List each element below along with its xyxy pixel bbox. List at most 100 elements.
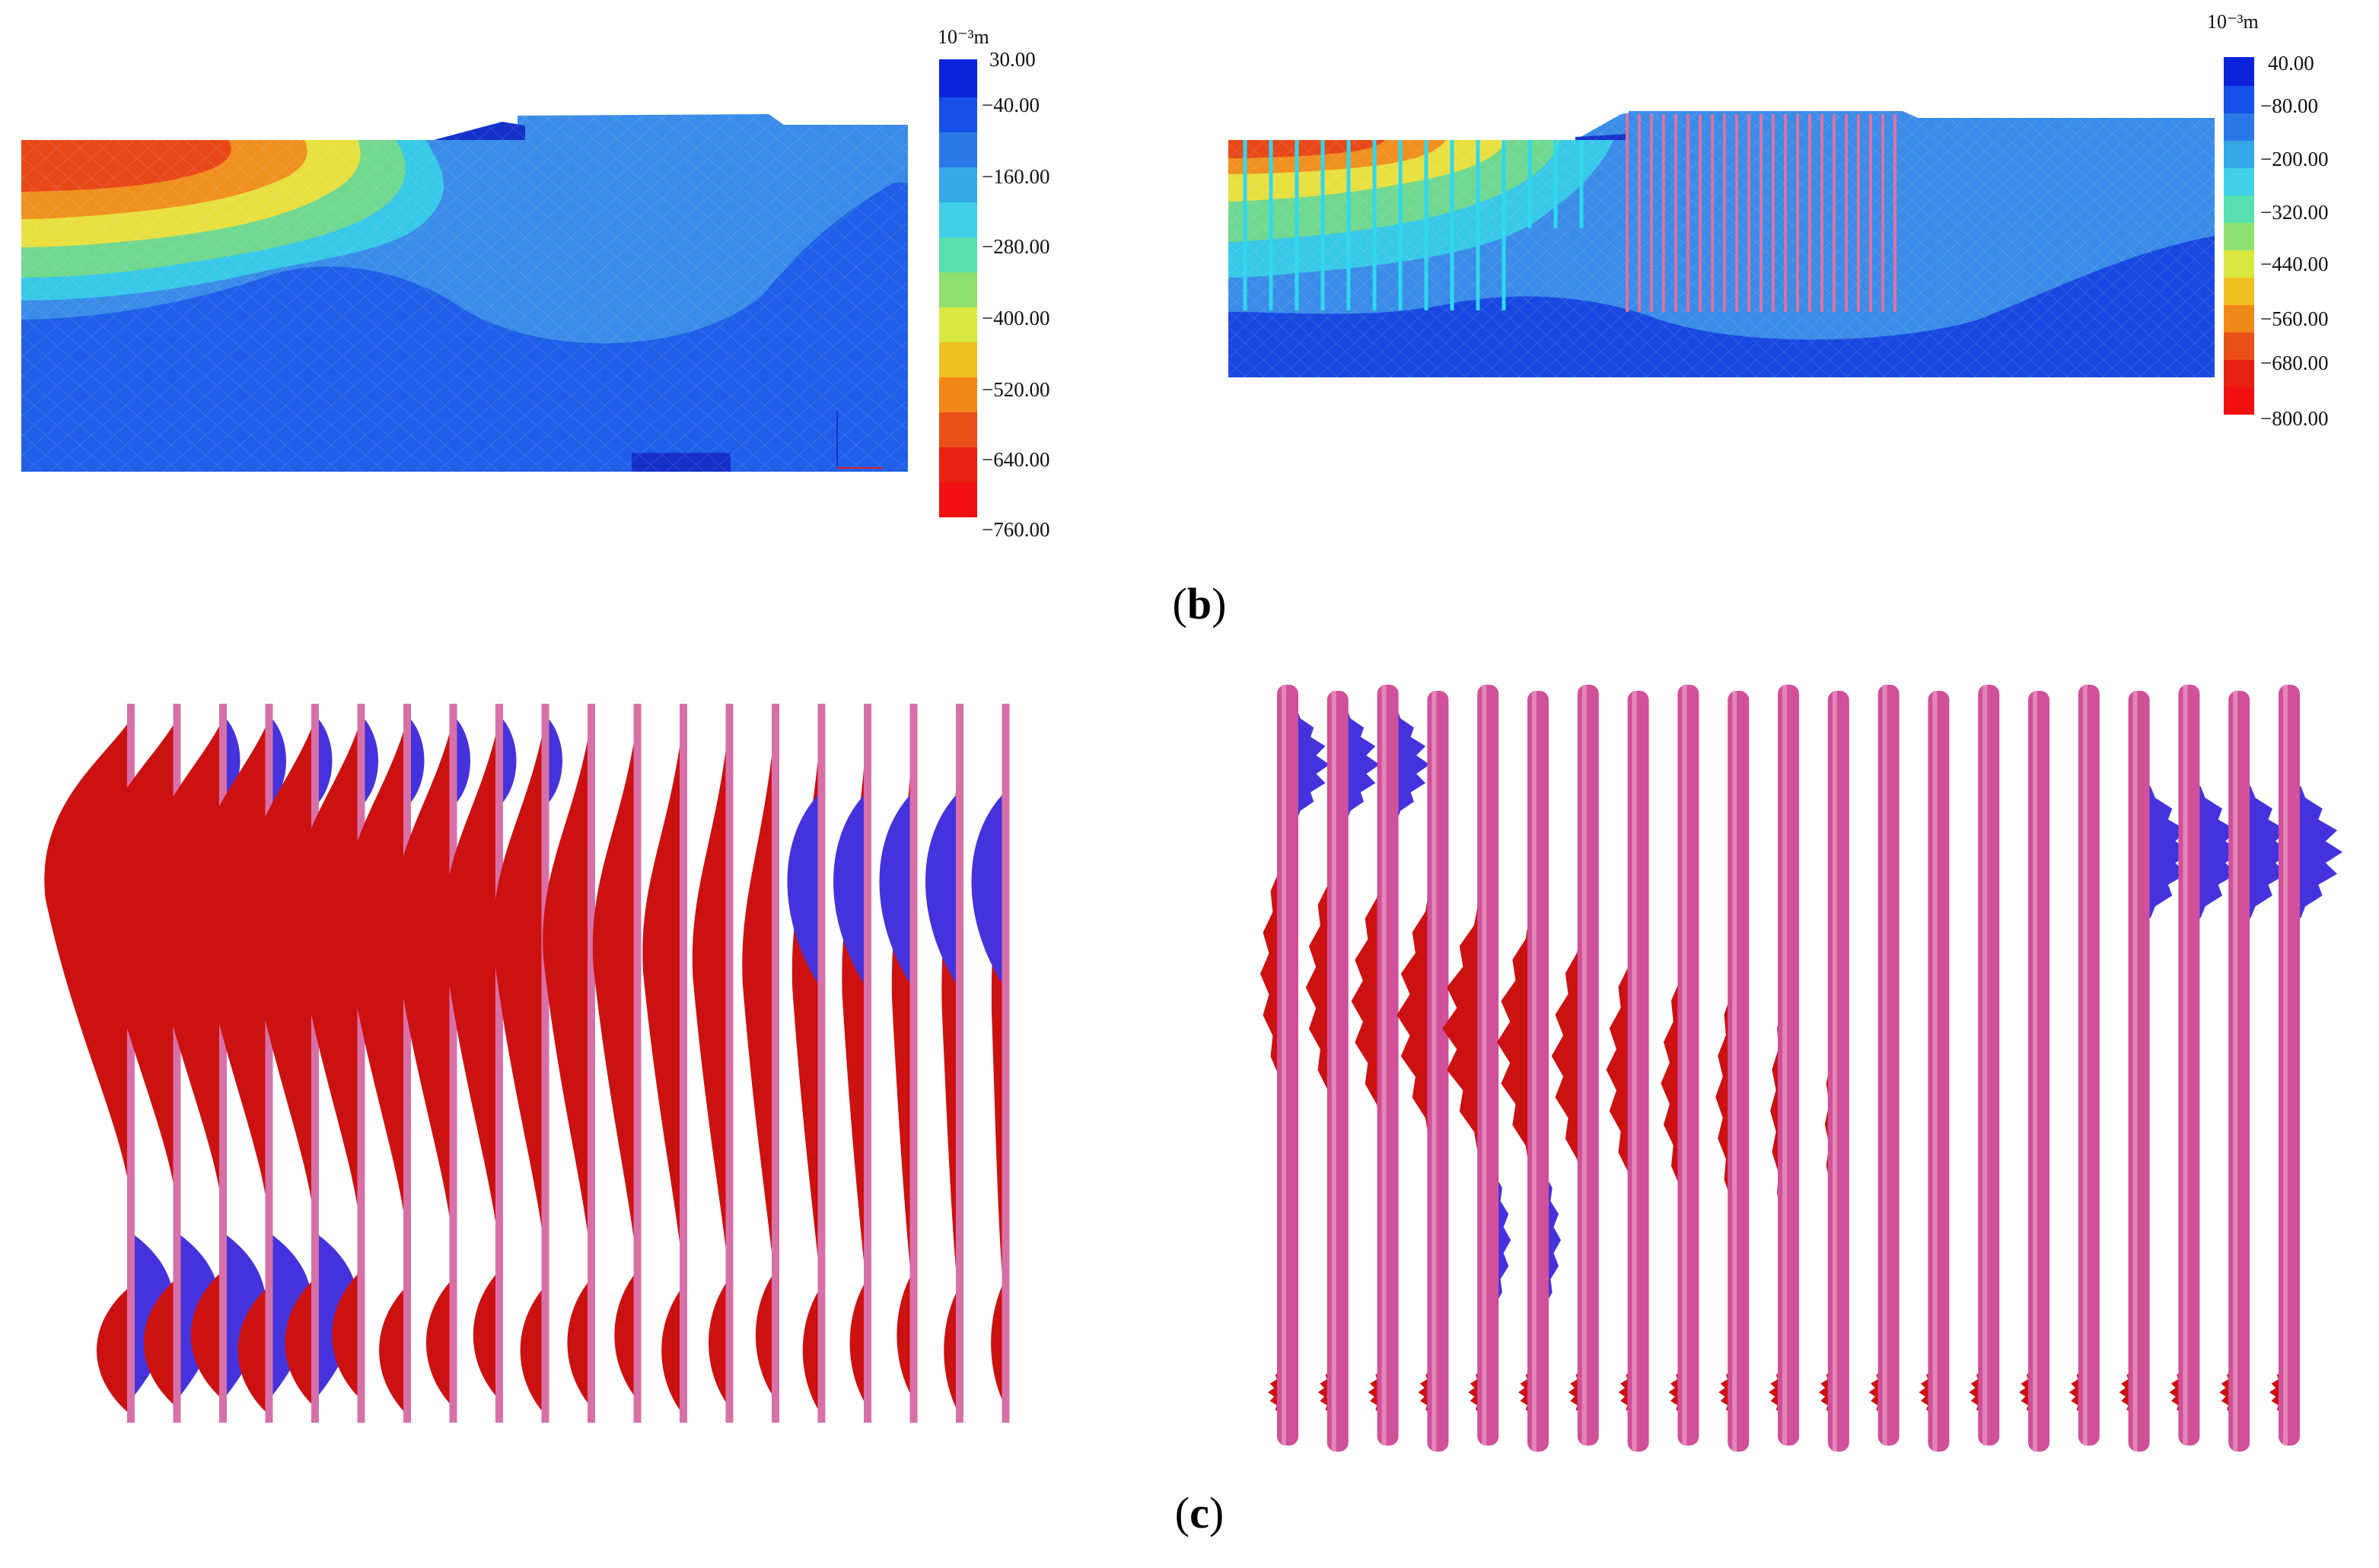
- legend-right-tick-7: −800.00: [2260, 407, 2329, 430]
- moment-fill-positive: [443, 719, 499, 1251]
- moment-fill-positive: [473, 1271, 499, 1400]
- moment-fill-positive: [897, 1271, 914, 1400]
- moment-fill-negative: [2139, 776, 2193, 928]
- moment-fill-positive: [543, 719, 591, 1263]
- moment-fill-positive: [293, 719, 361, 1232]
- legend-left-unit: 10⁻³m: [938, 26, 989, 48]
- pile: [864, 704, 871, 1423]
- legend-left-tick-2: −160.00: [982, 165, 1050, 188]
- moment-fill-negative: [787, 791, 822, 989]
- pile: [1928, 691, 1950, 1452]
- pile-highlight: [1331, 691, 1336, 1452]
- legend-left-tick-5: −520.00: [982, 378, 1050, 401]
- pile: [2128, 691, 2150, 1452]
- moment-fill-positive: [244, 719, 315, 1226]
- pile: [725, 704, 734, 1423]
- moment-fill-negative: [879, 791, 914, 989]
- pile: [1527, 691, 1549, 1452]
- pile: [2228, 691, 2250, 1452]
- moment-fill-positive: [393, 719, 454, 1245]
- pile-highlight: [2283, 685, 2288, 1446]
- legend-left-tick-7: −760.00: [982, 518, 1050, 541]
- pile-highlight: [2132, 691, 2138, 1452]
- caption-b: (b): [1172, 579, 1227, 628]
- pile: [311, 704, 319, 1423]
- legend-left-tick-0: 30.00: [989, 48, 1036, 71]
- legend-right-tick-3: −320.00: [2260, 201, 2329, 224]
- legend-left: [938, 38, 983, 525]
- pile: [1477, 685, 1499, 1446]
- pile-highlight: [1532, 691, 1537, 1452]
- moment-fill-positive: [425, 1278, 454, 1407]
- pile: [1677, 685, 1699, 1446]
- pile: [1326, 691, 1349, 1452]
- moment-fill-positive: [742, 719, 775, 1287]
- pile-moment-diagram-left: [0, 670, 1081, 1461]
- moment-fill-positive: [567, 1278, 591, 1407]
- pile: [956, 704, 963, 1423]
- pile: [357, 704, 365, 1423]
- pile-highlight: [1682, 685, 1687, 1446]
- legend-right-tick-1: −80.00: [2260, 94, 2318, 117]
- pile-highlight: [1732, 691, 1737, 1452]
- pile: [1827, 691, 1849, 1452]
- moment-fill-negative: [269, 715, 286, 806]
- moment-fill-positive: [692, 719, 730, 1281]
- pile: [173, 704, 181, 1423]
- moment-fill-positive: [379, 1286, 407, 1415]
- pile: [1627, 691, 1649, 1452]
- pile: [1277, 685, 1298, 1446]
- pile-moment-diagram-right: [1248, 662, 2379, 1468]
- moment-fill-positive: [190, 1271, 223, 1400]
- pile: [633, 704, 642, 1423]
- pile-highlight: [1581, 685, 1587, 1446]
- pile: [219, 704, 227, 1423]
- pile-highlight: [1932, 691, 1938, 1452]
- moment-fill-positive: [1442, 884, 1489, 1173]
- moment-fill-positive: [802, 1286, 822, 1415]
- pile: [1577, 685, 1599, 1446]
- moment-fill-positive: [520, 1286, 546, 1415]
- legend-left-tick-3: −280.00: [982, 235, 1050, 258]
- legend-left-tick-1: −40.00: [982, 94, 1040, 116]
- moment-fill-positive: [661, 1286, 683, 1415]
- moment-fill-negative: [833, 791, 868, 989]
- moment-fill-negative: [315, 715, 333, 806]
- moment-fill-negative: [925, 791, 960, 989]
- pile: [1728, 691, 1750, 1452]
- moment-fill-negative: [453, 715, 470, 806]
- pile: [541, 704, 549, 1423]
- moment-fill-positive: [592, 719, 638, 1269]
- moment-fill-positive: [849, 1278, 868, 1407]
- pile: [495, 704, 503, 1423]
- pile: [772, 704, 779, 1423]
- moment-fill-negative: [971, 791, 1006, 989]
- legend-right-tick-5: −560.00: [2260, 307, 2329, 330]
- pile: [1877, 685, 1900, 1446]
- pile: [1427, 691, 1449, 1452]
- moment-fill-positive: [193, 719, 269, 1220]
- moment-fill-positive: [237, 1286, 269, 1415]
- legend-right-tick-4: −440.00: [2260, 253, 2329, 275]
- pile-highlight: [1432, 691, 1437, 1452]
- moment-fill-negative: [545, 715, 562, 806]
- pile-highlight: [1381, 685, 1387, 1446]
- caption-c-label: c: [1190, 1488, 1209, 1538]
- legend-right: [2222, 38, 2268, 426]
- pile-highlight: [2233, 691, 2238, 1452]
- moment-fill-negative: [407, 715, 425, 806]
- moment-fill-negative: [499, 715, 517, 806]
- moment-fill-positive: [285, 1278, 315, 1407]
- moment-fill-negative: [223, 1232, 266, 1400]
- pile-highlight: [2183, 685, 2188, 1446]
- pile: [449, 704, 457, 1423]
- legend-right-tick-6: −680.00: [2260, 351, 2329, 374]
- pile-highlight: [1982, 685, 1988, 1446]
- contour-plot-right: [1218, 0, 2222, 396]
- pile: [265, 704, 273, 1423]
- pile: [403, 704, 411, 1423]
- pile: [1377, 685, 1399, 1446]
- moment-fill-positive: [755, 1271, 775, 1400]
- moment-fill-negative: [2289, 776, 2342, 928]
- pile-highlight: [1832, 691, 1837, 1452]
